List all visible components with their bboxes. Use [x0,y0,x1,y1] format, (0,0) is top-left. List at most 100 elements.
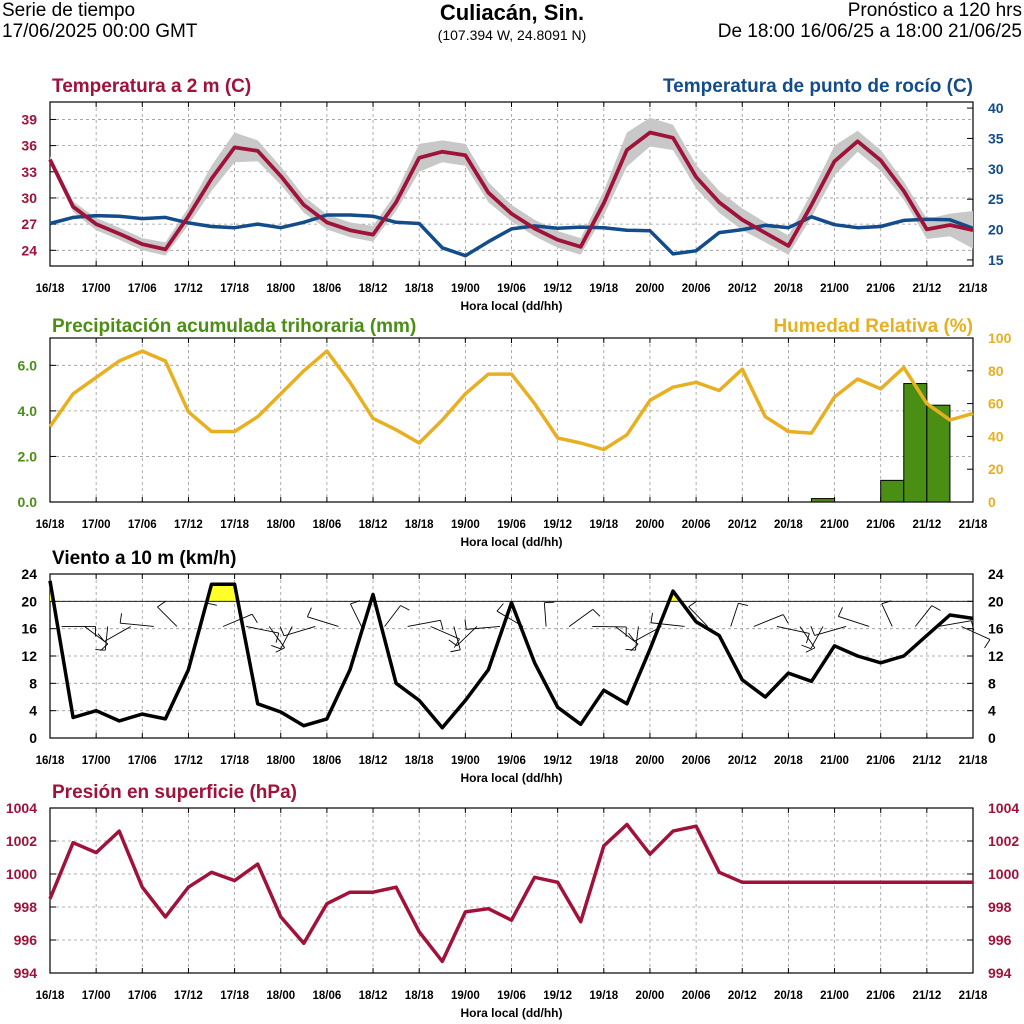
precip-x-tick-label: 19/00 [451,519,480,531]
wind-barb [801,626,824,650]
wind-barb [450,626,461,653]
wind-barb-feather [881,600,892,605]
precip-x-tick-label: 20/18 [774,519,803,531]
precip-x-tick-label: 21/12 [912,519,941,531]
header-left: Serie de tiempo 17/06/2025 00:00 GMT [2,0,197,42]
wind-barb-staff [246,626,279,634]
temp-x-tick-label: 20/06 [682,283,711,295]
temp-x-tick-label: 20/00 [636,283,665,295]
precip-x-tick-label: 17/12 [174,519,203,531]
page-title: Culiacán, Sin. [439,0,585,25]
temp-x-tick-label: 19/18 [589,283,618,295]
wind-barb-feather [931,605,941,611]
coordinates: (107.394 W, 24.8091 N) [437,27,587,43]
precip-x-tick-label: 21/00 [820,519,849,531]
precip-y-right-tick-label: 40 [988,428,1004,444]
wind-y-right-tick-label: 24 [988,566,1004,582]
precip-x-tick-label: 16/18 [36,519,65,531]
precip-x-tick-label: 17/00 [82,519,111,531]
humidity-line [48,349,974,452]
temp-x-tick-label: 16/18 [36,283,65,295]
wind-barb [464,619,501,630]
temp-x-tick-label: 20/18 [774,283,803,295]
wind-barb-staff [104,626,131,642]
temp-y-right-tick-label: 25 [988,191,1004,207]
run-date: 17/06/2025 00:00 GMT [2,21,198,42]
pressure-y-left-tick-label: 1002 [6,833,37,849]
wind-barb-staff [881,603,893,627]
wind-barb [615,626,639,652]
wind-barb-feather [206,602,217,606]
temp-y-right-tick-label: 35 [988,130,1004,146]
series-label: Serie de tiempo [2,0,136,21]
wind-barb-staff [635,626,639,651]
pressure-y-left-tick-label: 998 [14,899,38,915]
pressure-y-right-tick-label: 998 [988,899,1012,915]
wind-barb-staff [730,603,739,627]
wind-x-tick-label: 18/06 [313,755,342,767]
wind-barb-staff [466,626,501,630]
forecast-range-label: Pronóstico a 120 hrs [847,0,1022,21]
wind-barb-staff [407,619,441,627]
wind-barb-feather [450,649,461,653]
temp-y-left-tick-label: 36 [21,138,37,154]
wind-y-right-tick-label: 12 [988,648,1004,664]
wind-barb [799,626,816,653]
wind-barb-staff [961,626,991,640]
temp-x-tick-label: 18/00 [266,283,295,295]
pressure-x-tick-label: 19/00 [451,990,480,1002]
temp-x-tick-label: 18/18 [405,283,434,295]
pressure-x-tick-label: 20/18 [774,990,803,1002]
precip-y-left-tick-label: 0.0 [18,494,38,510]
wind-y-right-tick-label: 8 [988,675,996,691]
temp-y-right-tick-label: 30 [988,161,1004,177]
wind-strong-fill [206,584,238,602]
wind-barb-staff [283,626,316,637]
wind-barb-staff [814,626,847,636]
wind-barb-feather [448,639,458,647]
wind-barb [279,626,316,637]
wind-x-tick-label: 17/12 [174,755,203,767]
pressure-x-tick-label: 18/12 [359,990,388,1002]
temp-x-tick-label: 19/00 [451,283,480,295]
wind-barb [407,619,444,631]
pressure-x-tick-label: 20/00 [636,990,665,1002]
wind-barb-feather [119,613,123,624]
precip-x-tick-label: 18/18 [405,519,434,531]
wind-x-tick-label: 17/18 [220,755,249,767]
precip-axes: 16/18 17/00 17/06 17/12 17/18 18/00 18/06 18/12… [18,330,1012,549]
wind-barb-staff [568,608,594,627]
wind-barb-staff [120,622,154,627]
precip-y-left-tick-label: 4.0 [18,403,38,419]
wind-barb-staff [350,603,362,627]
wind-barb-feather [625,648,636,651]
wind-barb-feather [157,600,166,608]
temp-y-right-tick-label: 15 [988,252,1004,268]
precip-y-left-tick-label: 6.0 [18,357,38,373]
wind-barb-feather [592,609,601,617]
wind-barb [271,626,293,650]
wind-barb-staff [753,614,784,627]
precip-y-right-tick-label: 80 [988,363,1004,379]
wind-x-axis-label: Hora local (dd/hh) [461,771,563,785]
precip-x-tick-label: 20/12 [728,519,757,531]
temp-y-left-tick-label: 27 [21,216,37,232]
wind-barb-staff [914,605,933,627]
pressure-x-tick-label: 21/06 [866,990,895,1002]
wind-x-tick-label: 19/12 [543,755,572,767]
wind-barb-staff [453,626,461,650]
wind-barb-staff [543,602,547,627]
wind-barb-staff [222,613,253,627]
wind-y-left-tick-label: 8 [29,675,37,691]
wind-barb-feather [496,603,504,612]
precip-x-tick-label: 18/06 [313,519,342,531]
temp-y-left-tick-label: 33 [21,164,37,180]
wind-barb-feather [453,638,460,648]
wind-x-tick-label: 19/18 [589,755,618,767]
wind-barb [222,613,258,627]
wind-barb-feather [810,625,815,636]
wind-barb-feather [97,633,105,642]
temp-x-tick-label: 17/12 [174,283,203,295]
precip-bar [926,404,951,503]
pressure-x-tick-label: 18/18 [405,990,434,1002]
